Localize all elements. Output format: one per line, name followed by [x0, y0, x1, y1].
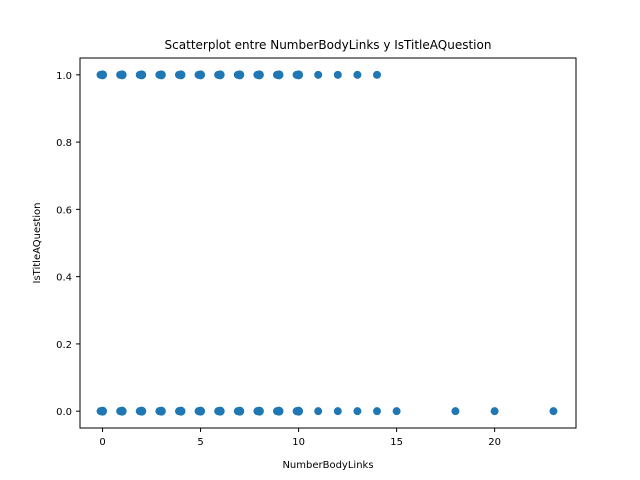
- y-tick-label: 0.0: [56, 407, 72, 418]
- scatter-point: [216, 70, 225, 79]
- plot-frame: [79, 57, 577, 429]
- scatter-point: [353, 70, 362, 79]
- scatter-point: [176, 70, 185, 79]
- scatter-point: [176, 407, 185, 416]
- x-axis-label: NumberBodyLinks: [282, 460, 373, 471]
- scatter-point: [490, 407, 499, 416]
- scatter-point: [274, 407, 283, 416]
- y-axis-label: IsTitleAQuestion: [32, 203, 43, 284]
- scatter-point: [196, 70, 205, 79]
- scatter-point: [118, 70, 127, 79]
- scatter-point: [255, 70, 264, 79]
- x-tick-label: 10: [292, 437, 305, 448]
- y-tick-label: 0.2: [56, 340, 72, 351]
- scatter-point: [98, 407, 107, 416]
- scatter-point: [353, 407, 362, 416]
- scatter-point: [451, 407, 460, 416]
- x-axis: 0 5 10 15 20: [99, 428, 501, 448]
- scatter-point: [235, 407, 244, 416]
- x-tick-label: 20: [488, 437, 501, 448]
- scatter-point: [373, 70, 382, 79]
- scatter-point: [392, 407, 401, 416]
- scatter-point: [333, 70, 342, 79]
- scatter-point: [294, 70, 303, 79]
- y-tick-label: 0.8: [56, 138, 72, 149]
- scatter-point: [98, 70, 107, 79]
- scatter-point: [314, 407, 323, 416]
- chart-title: Scatterplot entre NumberBodyLinks y IsTi…: [165, 38, 492, 52]
- scatter-point: [137, 70, 146, 79]
- scatter-point: [196, 407, 205, 416]
- scatter-point: [118, 407, 127, 416]
- x-tick-label: 5: [197, 437, 203, 448]
- scatter-point: [235, 70, 244, 79]
- y-axis: 0.0 0.2 0.4 0.6 0.8 1.0: [56, 71, 80, 418]
- y-tick-label: 1.0: [56, 71, 72, 82]
- scatter-point: [216, 407, 225, 416]
- y-tick-label: 0.4: [56, 273, 72, 284]
- x-tick-label: 0: [99, 437, 105, 448]
- scatter-point: [255, 407, 264, 416]
- scatter-point: [157, 407, 166, 416]
- scatter-point: [549, 407, 558, 416]
- y-tick-label: 0.6: [56, 205, 72, 216]
- scatter-point: [373, 407, 382, 416]
- scatter-point: [333, 407, 342, 416]
- scatter-point: [294, 407, 303, 416]
- scatter-point: [274, 70, 283, 79]
- scatter-point: [157, 70, 166, 79]
- points-layer: [96, 70, 558, 416]
- scatter-point: [314, 70, 323, 79]
- scatter-point: [137, 407, 146, 416]
- x-tick-label: 15: [390, 437, 403, 448]
